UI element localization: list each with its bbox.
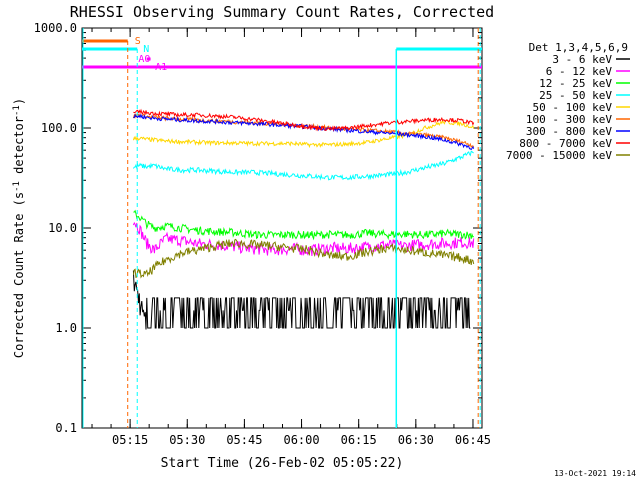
legend-entry-label: 300 - 800 keV [526, 125, 612, 138]
series-line [133, 209, 474, 241]
legend-entry-label: 800 - 7000 keV [519, 137, 612, 150]
legend-entry-label: 7000 - 15000 keV [506, 149, 612, 162]
series-line [132, 119, 475, 149]
x-tick-label: 06:30 [398, 433, 434, 447]
y-tick-label: 1.0 [55, 321, 77, 335]
footer-timestamp: 13-Oct-2021 19:14 [554, 469, 636, 478]
x-tick-label: 06:00 [283, 433, 319, 447]
x-tick-label: 06:45 [455, 433, 491, 447]
legend-header: Det 1,3,4,5,6,9 [529, 41, 628, 54]
y-tick-label: 0.1 [55, 421, 77, 435]
legend-entry-label: 12 - 25 keV [539, 77, 612, 90]
flag-label-s: S [135, 36, 141, 47]
legend-entry-label: 50 - 100 keV [533, 101, 613, 114]
legend-entry-label: 100 - 300 keV [526, 113, 612, 126]
y-tick-label: 100.0 [41, 121, 77, 135]
series-line [132, 270, 471, 330]
x-tick-label: 05:30 [169, 433, 205, 447]
flag-label-a1: A1 [155, 62, 167, 73]
series-line [132, 150, 474, 181]
x-tick-label: 05:15 [112, 433, 148, 447]
legend-entry-label: 25 - 50 keV [539, 89, 612, 102]
legend-entry-label: 6 - 12 keV [546, 65, 613, 78]
plot-frame [81, 27, 483, 429]
series-line [132, 238, 475, 279]
y-axis-label: Corrected Count Rate (s-1 detector-1) [12, 98, 26, 358]
y-tick-label: 1000.0 [34, 21, 77, 35]
y-tick-label: 10.0 [48, 221, 77, 235]
x-tick-label: 06:15 [341, 433, 377, 447]
x-axis-label: Start Time (26-Feb-02 05:05:22) [161, 456, 404, 471]
series-line [133, 108, 475, 132]
chart-title: RHESSI Observing Summary Count Rates, Co… [70, 3, 494, 21]
x-tick-label: 05:45 [226, 433, 262, 447]
flag-label-a0: A0 [138, 54, 150, 65]
plot-area: 0.1 1.0 10.0 100.0 1000.0 05:15 05:30 05:45 06:0… [34, 21, 491, 447]
flag-label-n: N [143, 44, 149, 55]
legend-entry-label: 3 - 6 keV [552, 53, 612, 66]
series-line [132, 221, 475, 257]
series-line [133, 113, 475, 151]
